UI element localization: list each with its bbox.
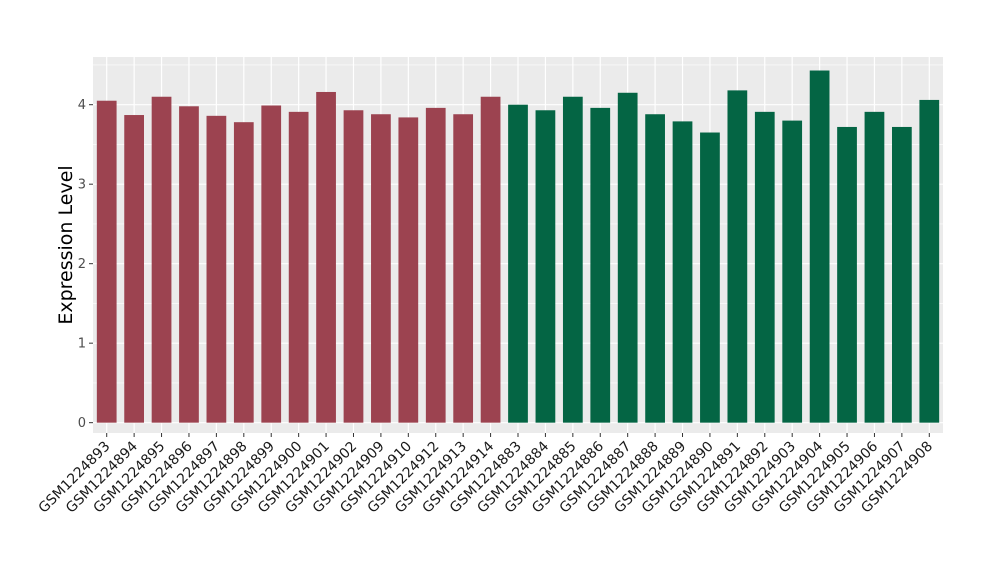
bar — [316, 91, 336, 423]
bar — [892, 126, 912, 423]
y-tick-label: 3 — [78, 178, 86, 193]
y-tick-label: 1 — [78, 337, 86, 352]
bar — [562, 96, 583, 423]
y-tick-label: 2 — [78, 257, 86, 272]
bar — [672, 121, 693, 423]
bar — [261, 105, 282, 423]
bar — [288, 111, 309, 423]
y-tick-label: 0 — [78, 416, 86, 431]
bar — [508, 104, 528, 423]
y-axis-title: Expression Level — [55, 165, 77, 324]
bar — [96, 100, 117, 423]
bar — [398, 117, 419, 423]
bar — [700, 132, 720, 423]
bar — [124, 115, 144, 423]
bar — [754, 111, 775, 423]
bar — [233, 122, 254, 423]
bar — [727, 90, 748, 423]
y-tick-label: 4 — [78, 98, 86, 113]
bar — [645, 114, 665, 423]
bar — [809, 70, 830, 423]
bar — [535, 110, 556, 423]
bar — [179, 106, 199, 423]
bar — [590, 107, 611, 423]
bar — [864, 111, 885, 423]
bar — [453, 114, 474, 423]
y-axis-ticks: 0 1 2 3 4 — [78, 98, 93, 431]
bars — [96, 70, 940, 423]
bar — [206, 115, 227, 423]
bar — [343, 110, 364, 423]
bar — [371, 114, 391, 423]
x-axis-ticks: GSM1224893GSM1224894GSM1224895GSM1224896… — [36, 433, 936, 516]
bar — [617, 92, 638, 423]
bar — [782, 120, 803, 423]
bar — [480, 96, 501, 423]
bar — [919, 99, 940, 423]
bar — [425, 107, 446, 423]
bar — [837, 126, 857, 423]
bar — [151, 96, 172, 423]
